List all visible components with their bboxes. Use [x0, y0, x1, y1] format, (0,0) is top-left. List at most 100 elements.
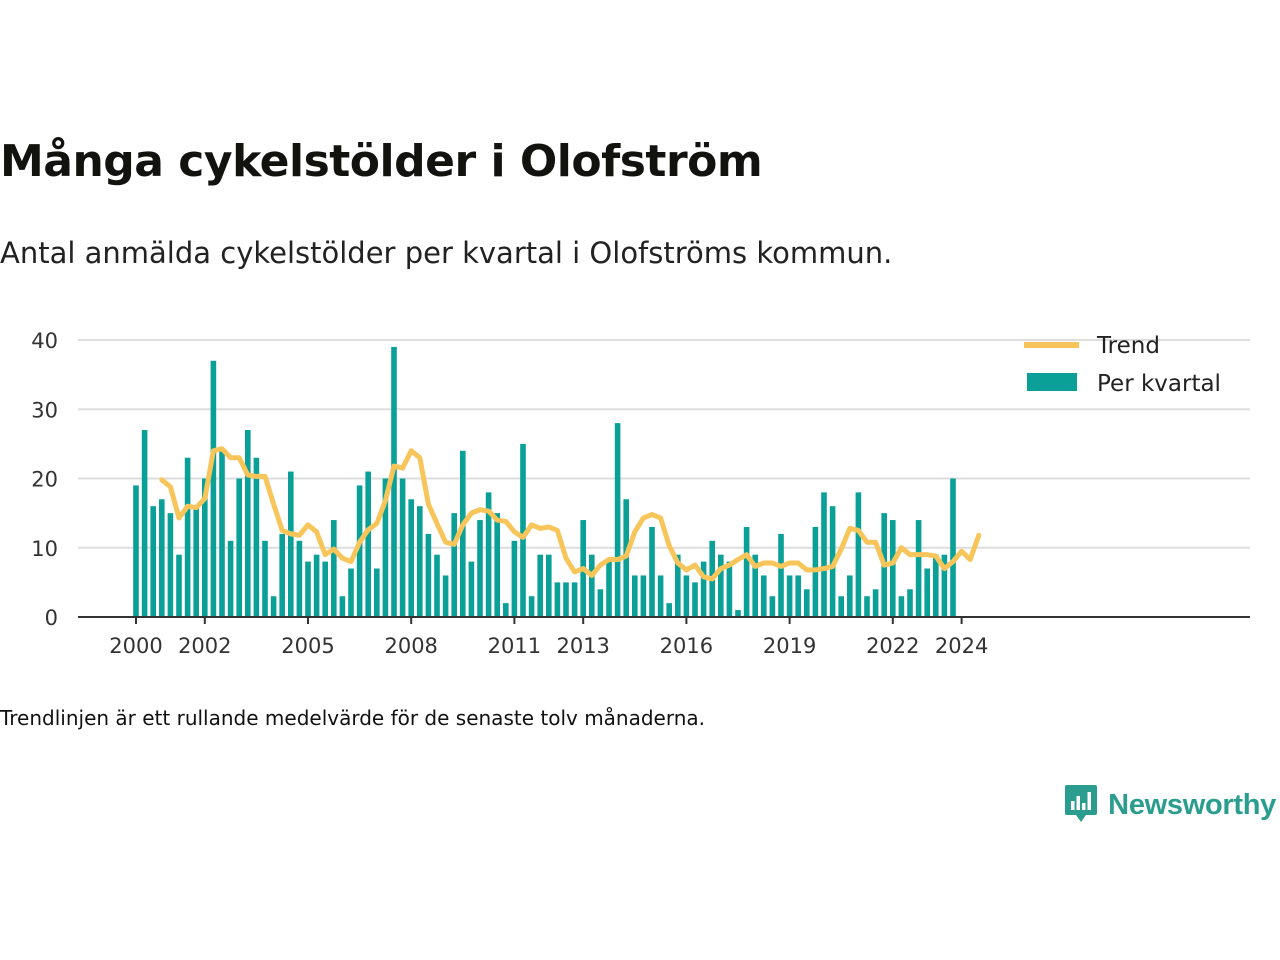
bar — [460, 450, 466, 617]
bar — [907, 589, 913, 617]
legend-bars-swatch — [1027, 373, 1077, 391]
bar-layer — [133, 346, 956, 618]
bar — [649, 526, 655, 617]
chart: 0 10 20 30 40 2000 2002 2005 2008 2011 2013 2016 201… — [31, 329, 1250, 658]
bar — [847, 575, 853, 617]
bar — [425, 533, 432, 617]
y-tick-label: 30 — [31, 398, 58, 422]
bar — [769, 596, 776, 617]
x-tick-label: 2013 — [556, 634, 609, 658]
bar — [503, 603, 509, 617]
bar — [193, 506, 199, 617]
bar — [743, 526, 750, 617]
newsworthy-logo-icon — [1064, 783, 1098, 827]
bar — [399, 478, 406, 617]
bar — [150, 506, 156, 617]
bar — [924, 568, 930, 617]
axis-layer: 0 10 20 30 40 2000 2002 2005 2008 2011 2013 2016 201… — [31, 329, 1250, 658]
bar — [417, 506, 423, 617]
bar — [133, 485, 139, 617]
y-tick-label: 0 — [45, 606, 58, 630]
bar — [632, 575, 638, 617]
brand: Newsworthy — [1064, 783, 1276, 827]
bar — [356, 485, 363, 617]
bar — [950, 478, 956, 617]
bar — [666, 603, 672, 617]
bar — [348, 568, 354, 617]
bar — [245, 430, 251, 617]
bar — [563, 582, 569, 618]
bar — [210, 360, 217, 617]
bar — [683, 575, 690, 617]
bar — [890, 520, 896, 617]
x-tick-label: 2016 — [660, 634, 713, 658]
x-tick-label: 2024 — [935, 634, 988, 658]
trend-line — [159, 446, 982, 582]
bar — [236, 478, 242, 617]
bar — [202, 478, 208, 617]
bar — [374, 568, 380, 617]
bar — [468, 561, 475, 617]
legend-trend-label: Trend — [1096, 333, 1160, 359]
bar — [262, 540, 268, 617]
grid-layer — [78, 339, 1250, 549]
bar — [296, 540, 303, 617]
bar — [546, 554, 552, 617]
bar — [305, 561, 311, 617]
bar — [864, 596, 870, 617]
bar — [279, 533, 285, 617]
bar — [657, 575, 664, 617]
bar — [528, 596, 535, 617]
x-tick-label: 2000 — [109, 634, 162, 658]
x-tick-label: 2019 — [763, 634, 816, 658]
legend-bars-label: Per kvartal — [1097, 371, 1221, 397]
bar — [778, 533, 784, 617]
bar — [675, 554, 681, 617]
bar — [494, 513, 500, 618]
bar — [382, 478, 389, 617]
brand-name: Newsworthy — [1108, 788, 1276, 821]
bar — [700, 561, 707, 617]
bar — [589, 554, 595, 617]
bar — [933, 554, 939, 617]
bar — [339, 596, 346, 617]
trend-line-layer — [159, 446, 982, 582]
bar — [184, 457, 191, 617]
bar — [537, 554, 543, 617]
footnote: Trendlinjen är ett rullande medelvärde f… — [0, 706, 706, 730]
x-tick-label: 2008 — [384, 634, 437, 658]
bar — [167, 513, 174, 618]
bar — [872, 589, 879, 617]
bar — [520, 443, 526, 618]
bar — [313, 554, 320, 617]
bar — [898, 596, 905, 617]
bar — [288, 471, 294, 617]
x-tick-label: 2005 — [281, 634, 334, 658]
bar — [640, 575, 647, 617]
bar — [219, 450, 225, 617]
bar — [614, 423, 621, 617]
bar — [451, 513, 457, 618]
bar — [692, 582, 698, 618]
bar — [477, 520, 483, 617]
y-tick-label: 20 — [31, 468, 58, 492]
bar — [270, 596, 277, 617]
bar — [331, 520, 337, 617]
bar — [176, 554, 182, 617]
bar — [485, 492, 492, 617]
bar — [408, 499, 414, 617]
bar — [322, 561, 328, 617]
bar — [442, 575, 449, 617]
bar — [571, 582, 578, 618]
bar — [915, 520, 922, 617]
x-tick-label: 2002 — [178, 634, 231, 658]
bar — [597, 589, 604, 617]
chart-title: Många cykelstölder i Olofström — [0, 136, 763, 187]
bar — [391, 346, 397, 617]
bar — [606, 561, 612, 617]
bar — [838, 596, 844, 617]
bar — [159, 499, 165, 617]
bar — [434, 554, 440, 617]
bar — [227, 540, 234, 617]
bar — [821, 492, 827, 617]
